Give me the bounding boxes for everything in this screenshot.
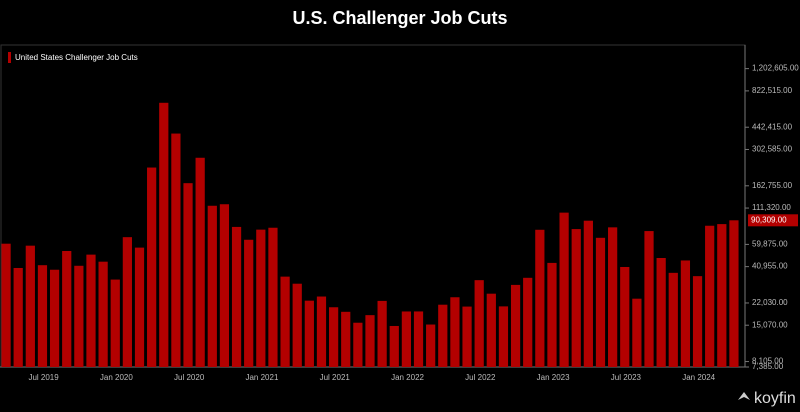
bar <box>644 231 654 367</box>
bar <box>292 283 302 367</box>
bar <box>656 258 666 367</box>
bar <box>729 220 739 367</box>
bar <box>426 324 436 367</box>
bar <box>98 261 108 367</box>
bar <box>389 325 399 367</box>
x-tick-label: Jul 2023 <box>611 373 642 382</box>
bar <box>510 284 521 367</box>
bar <box>244 239 254 367</box>
bar <box>413 311 424 367</box>
y-tick-label: 59,875.00 <box>752 239 788 248</box>
bar <box>535 229 545 367</box>
bar <box>353 322 363 367</box>
y-tick-label: 22,030.00 <box>752 298 788 307</box>
x-tick-label: Jul 2021 <box>320 373 351 382</box>
watermark-icon <box>738 392 750 400</box>
y-tick-label: 111,320.00 <box>752 203 791 212</box>
bar <box>37 265 48 367</box>
watermark-text: koyfin <box>754 390 796 407</box>
bar <box>74 265 84 367</box>
bar <box>559 212 569 367</box>
bar <box>25 245 35 367</box>
x-tick-label: Jan 2023 <box>537 373 570 382</box>
y-tick-label: 1,202,605.00 <box>752 64 799 73</box>
bar <box>571 229 581 367</box>
bar <box>134 247 145 367</box>
y-tick-label: 162,755.00 <box>752 181 793 190</box>
bar <box>62 251 72 367</box>
bar <box>256 229 266 367</box>
y-tick-label: 15,070.00 <box>752 320 788 329</box>
bar <box>316 296 327 367</box>
bar <box>365 315 375 367</box>
bar <box>595 237 606 367</box>
bar <box>13 267 23 367</box>
bar <box>1 243 11 367</box>
bar <box>219 204 230 367</box>
y-tick-label: 7,385.00 <box>752 362 784 371</box>
x-tick-label: Jan 2020 <box>100 373 133 382</box>
y-tick-label: 442,415.00 <box>752 122 793 131</box>
y-tick-label: 302,585.00 <box>752 145 793 154</box>
bar <box>377 300 387 367</box>
x-tick-label: Jan 2024 <box>682 373 715 382</box>
last-value-label: 90,309.00 <box>751 215 787 224</box>
bar <box>171 133 181 367</box>
y-tick-label: 40,955.00 <box>752 262 788 271</box>
bar <box>632 298 642 367</box>
bar <box>195 157 205 367</box>
bar <box>486 293 496 367</box>
bar <box>620 266 630 367</box>
bar <box>692 276 703 367</box>
bar <box>583 220 593 367</box>
bar <box>523 277 533 367</box>
x-tick-label: Jul 2020 <box>174 373 205 382</box>
bar <box>401 311 412 367</box>
bar <box>183 183 193 367</box>
y-tick-label: 8,105.00 <box>752 357 784 366</box>
bar <box>280 276 290 367</box>
bar <box>705 225 715 367</box>
bar <box>86 254 96 367</box>
bar <box>159 102 169 367</box>
bar <box>450 297 460 367</box>
legend-swatch <box>8 52 11 63</box>
bar <box>268 227 278 367</box>
bar <box>680 260 691 367</box>
bar <box>231 226 242 367</box>
bar <box>717 224 727 367</box>
bar <box>110 279 120 367</box>
bar <box>547 262 557 367</box>
bar <box>668 272 678 367</box>
y-tick-label: 822,515.00 <box>752 86 793 95</box>
bar <box>498 306 509 367</box>
bar <box>608 227 618 367</box>
chart-title: U.S. Challenger Job Cuts <box>292 8 507 28</box>
bar <box>341 311 351 367</box>
legend-label: United States Challenger Job Cuts <box>15 53 138 62</box>
bar <box>122 237 132 367</box>
x-tick-label: Jul 2019 <box>28 373 59 382</box>
bar <box>207 205 217 367</box>
watermark: koyfin <box>738 390 796 407</box>
bar <box>49 269 60 367</box>
bar <box>328 307 339 367</box>
x-tick-label: Jan 2022 <box>391 373 424 382</box>
x-tick-label: Jan 2021 <box>245 373 278 382</box>
bar <box>438 304 448 367</box>
bar <box>474 280 484 367</box>
last-value-box <box>748 214 798 227</box>
bar <box>147 167 157 367</box>
x-tick-label: Jul 2022 <box>465 373 496 382</box>
bar <box>304 300 314 367</box>
bar <box>462 306 472 367</box>
